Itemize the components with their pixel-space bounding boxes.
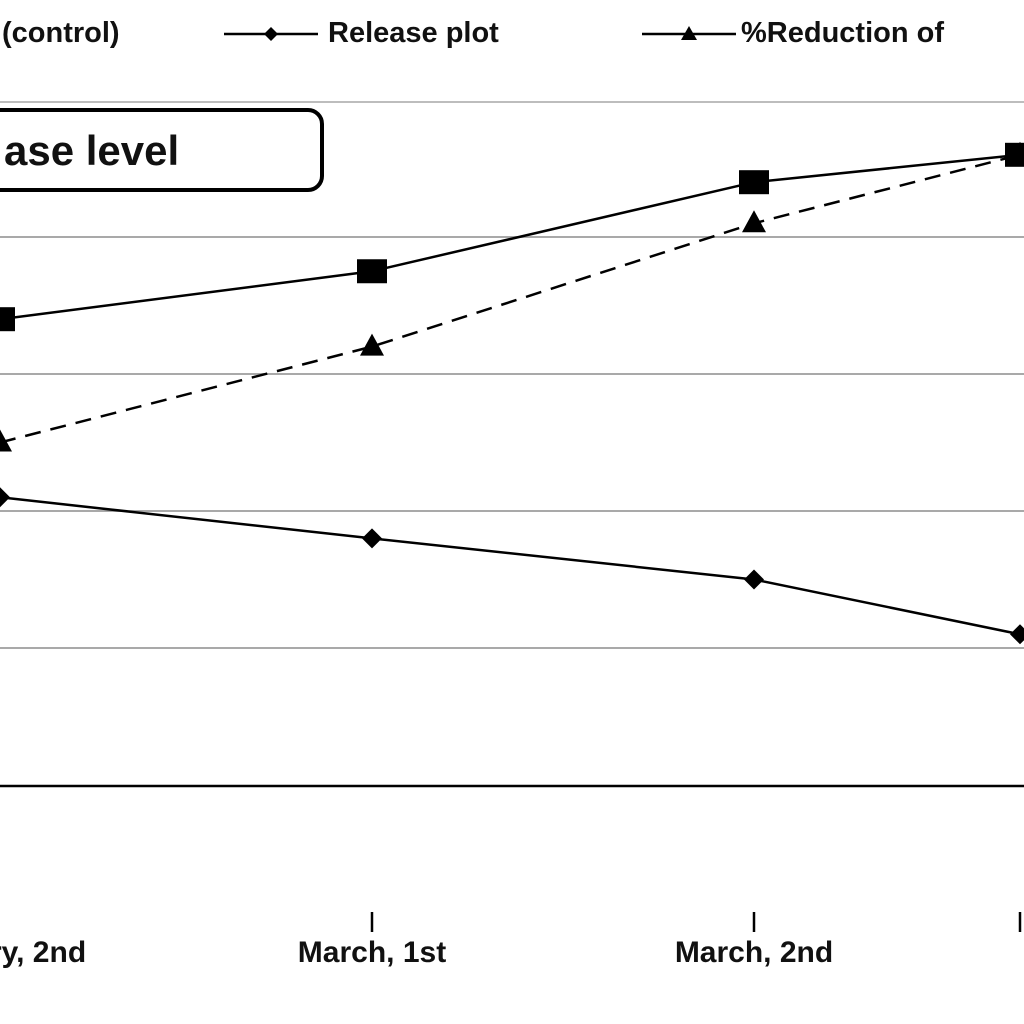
gridlines xyxy=(0,236,1024,649)
data-point-reduction xyxy=(360,333,384,356)
legend-marker-diamond xyxy=(264,27,278,41)
legend-label-release: Release plot xyxy=(328,17,499,49)
title-box-text: ase level xyxy=(4,127,179,174)
series-line-reduction xyxy=(0,153,1021,444)
title-box-frame xyxy=(0,108,324,192)
data-point-control xyxy=(1005,142,1024,167)
series-line-control xyxy=(0,153,1021,321)
legend-label-control: (control) xyxy=(2,17,120,49)
title-box: ase level xyxy=(0,108,324,192)
data-point-release xyxy=(744,569,764,590)
x-axis: ry, 2nd March, 1st March, 2nd xyxy=(0,784,1024,969)
data-point-release xyxy=(362,528,382,549)
series-layer xyxy=(0,141,1024,645)
data-point-reduction xyxy=(0,429,12,452)
data-point-control xyxy=(0,307,15,332)
x-tick-label: March, 2nd xyxy=(675,936,833,969)
series-control xyxy=(0,142,1024,332)
legend: (control) Release plot %Reduction of xyxy=(2,17,944,49)
data-point-release xyxy=(0,487,10,508)
legend-marker-triangle xyxy=(681,26,697,40)
series-release xyxy=(0,487,1024,645)
data-point-control xyxy=(357,259,387,284)
legend-label-reduction: %Reduction of xyxy=(741,17,944,49)
data-point-control xyxy=(739,170,769,195)
x-tick-label: ry, 2nd xyxy=(0,936,86,969)
data-point-reduction xyxy=(742,210,766,233)
series-line-release xyxy=(0,496,1021,636)
series-reduction xyxy=(0,141,1024,452)
data-point-release xyxy=(1010,624,1024,645)
x-tick-label: March, 1st xyxy=(298,936,446,969)
plot-area: ry, 2nd March, 1st March, 2nd xyxy=(0,141,1024,969)
